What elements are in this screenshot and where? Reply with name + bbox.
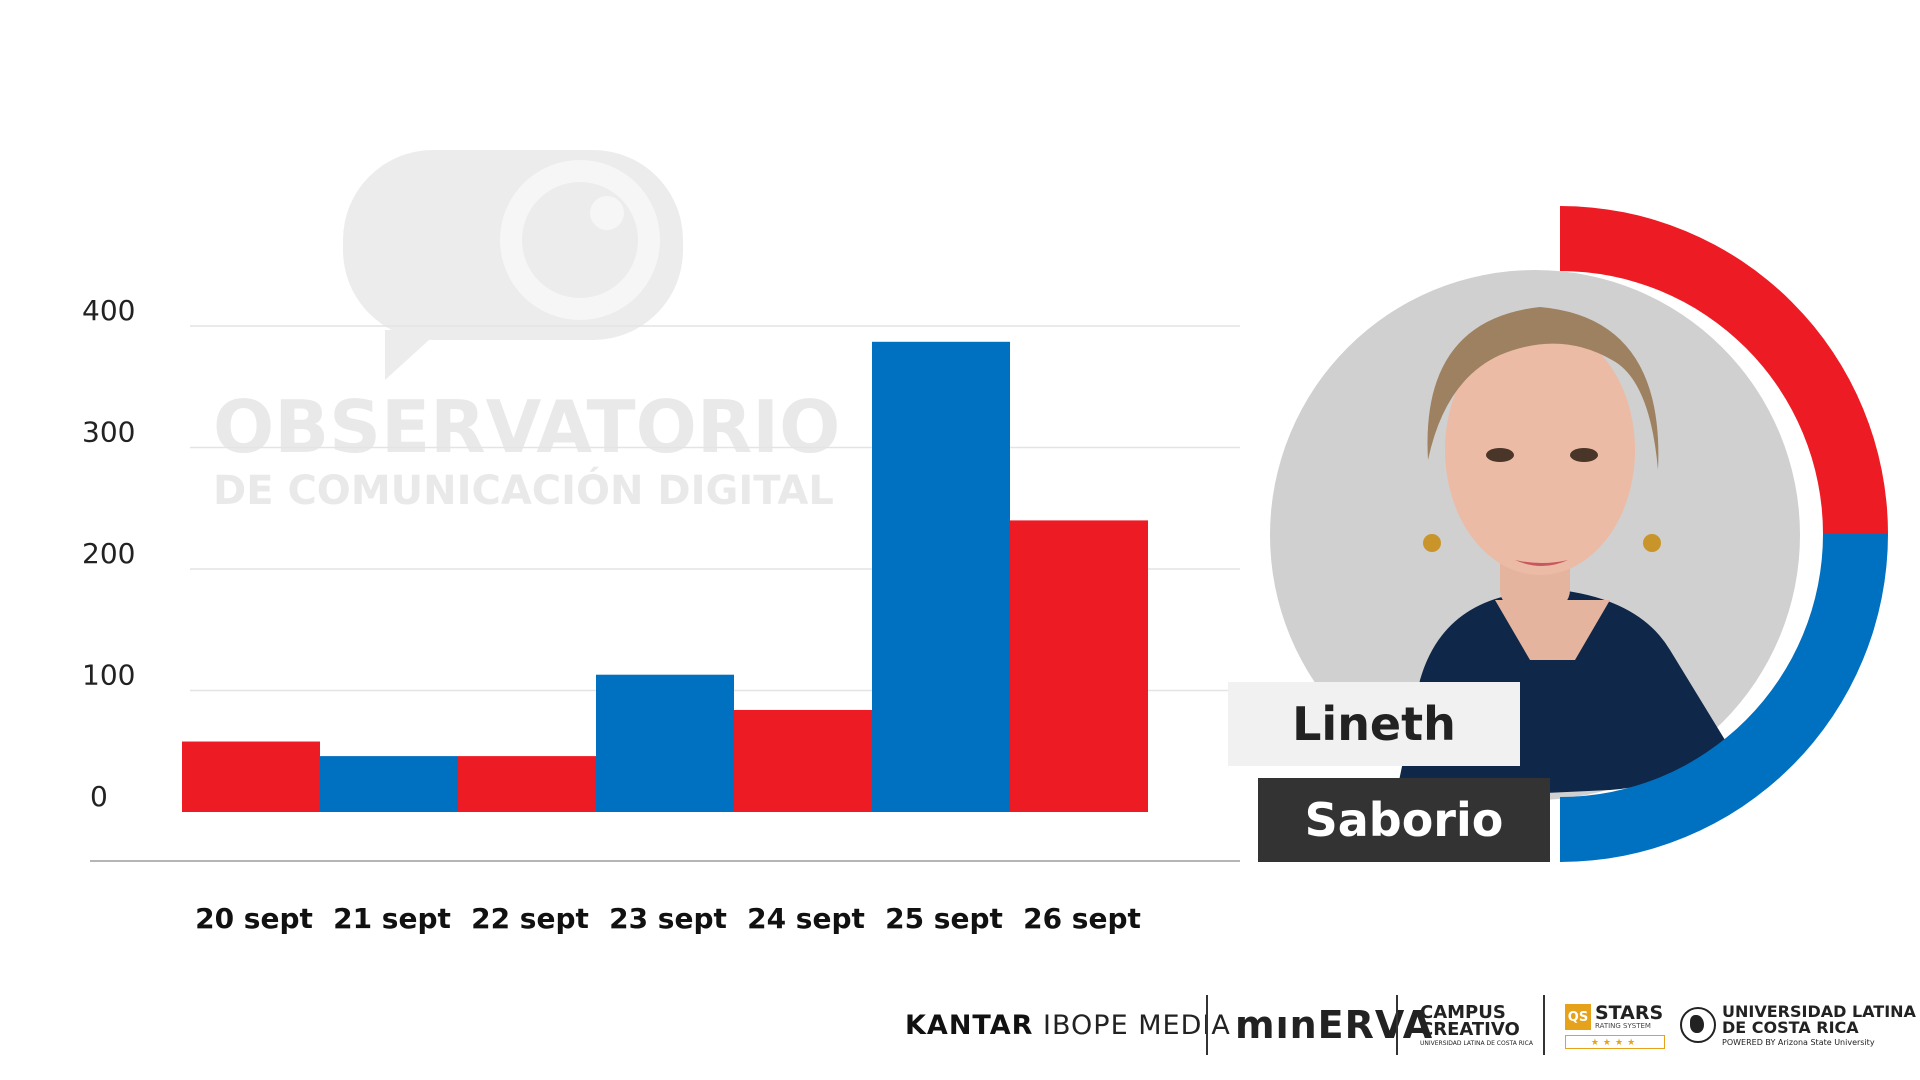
bars — [182, 341, 1148, 812]
kantar-ibope-logo: KANTAR IBOPE MEDIA — [905, 990, 1231, 1060]
profile-portrait — [1270, 206, 1888, 862]
ring-segment-bottom — [1560, 534, 1888, 862]
y-tick-label: 200 — [82, 537, 135, 570]
globe-icon — [1680, 1007, 1716, 1043]
ulatina-line1: UNIVERSIDAD LATINA — [1722, 1001, 1916, 1021]
watermark-subtitle: DE COMUNICACIÓN DIGITAL — [213, 466, 834, 514]
qs-stars-logo: QS STARS RATING SYSTEM — [1565, 982, 1663, 1052]
ring-segment-top — [1560, 206, 1888, 534]
watermark-title: OBSERVATORIO — [213, 385, 840, 469]
y-tick-label: 100 — [82, 659, 135, 692]
x-tick-label: 26 sept — [1023, 902, 1141, 935]
campus-line1: CAMPUS — [1420, 1001, 1506, 1023]
qs-stars-text: STARS — [1595, 1002, 1664, 1024]
x-tick-label: 22 sept — [471, 902, 589, 935]
bar-26-sept — [1010, 520, 1148, 812]
bar-23-sept — [596, 674, 734, 812]
campus-creativo-logo: CAMPUS CREATIVO UNIVERSIDAD LATINA DE CO… — [1420, 990, 1533, 1060]
bar-22-sept — [458, 756, 596, 812]
y-tick-label: 300 — [82, 416, 135, 449]
x-tick-label: 24 sept — [747, 902, 865, 935]
x-axis-ticks: 20 sept 21 sept 22 sept 23 sept 24 sept 25 se… — [195, 902, 1141, 935]
qs-rating: ★★★★ — [1565, 1035, 1665, 1049]
candidate-last-name: Saborio — [1258, 778, 1550, 862]
logo-divider — [1206, 995, 1208, 1055]
campus-line2: CREATIVO — [1420, 1018, 1520, 1040]
x-tick-label: 25 sept — [885, 902, 1003, 935]
y-axis-ticks: 0 100 200 300 400 — [82, 294, 135, 813]
y-tick-label: 0 — [90, 780, 108, 813]
ulatina-sub: POWERED BY Arizona State University — [1722, 1037, 1875, 1047]
bar-24-sept — [734, 709, 872, 812]
speech-bubble-eye-icon — [343, 150, 683, 380]
bar-20-sept — [182, 741, 320, 812]
x-tick-label: 21 sept — [333, 902, 451, 935]
minerva-logo: mınERVA — [1235, 1003, 1434, 1047]
logo-divider — [1543, 995, 1545, 1055]
ulatina-logo: UNIVERSIDAD LATINA DE COSTA RICA POWERED… — [1680, 990, 1916, 1060]
x-tick-label: 20 sept — [195, 902, 313, 935]
watermark: OBSERVATORIO DE COMUNICACIÓN DIGITAL — [213, 150, 840, 514]
bar-25-sept — [872, 341, 1010, 812]
campus-sub: UNIVERSIDAD LATINA DE COSTA RICA — [1420, 1039, 1533, 1047]
ulatina-line2: DE COSTA RICA — [1722, 1017, 1859, 1037]
bar-21-sept — [320, 756, 458, 812]
qs-badge: QS — [1565, 1004, 1591, 1030]
x-tick-label: 23 sept — [609, 902, 727, 935]
qs-sub: RATING SYSTEM — [1595, 1022, 1651, 1030]
candidate-first-name: Lineth — [1228, 682, 1520, 766]
kantar-logo-rest: IBOPE MEDIA — [1043, 1009, 1231, 1041]
y-tick-label: 400 — [82, 294, 135, 327]
kantar-logo-bold: KANTAR — [905, 1009, 1034, 1041]
logo-divider — [1396, 995, 1398, 1055]
